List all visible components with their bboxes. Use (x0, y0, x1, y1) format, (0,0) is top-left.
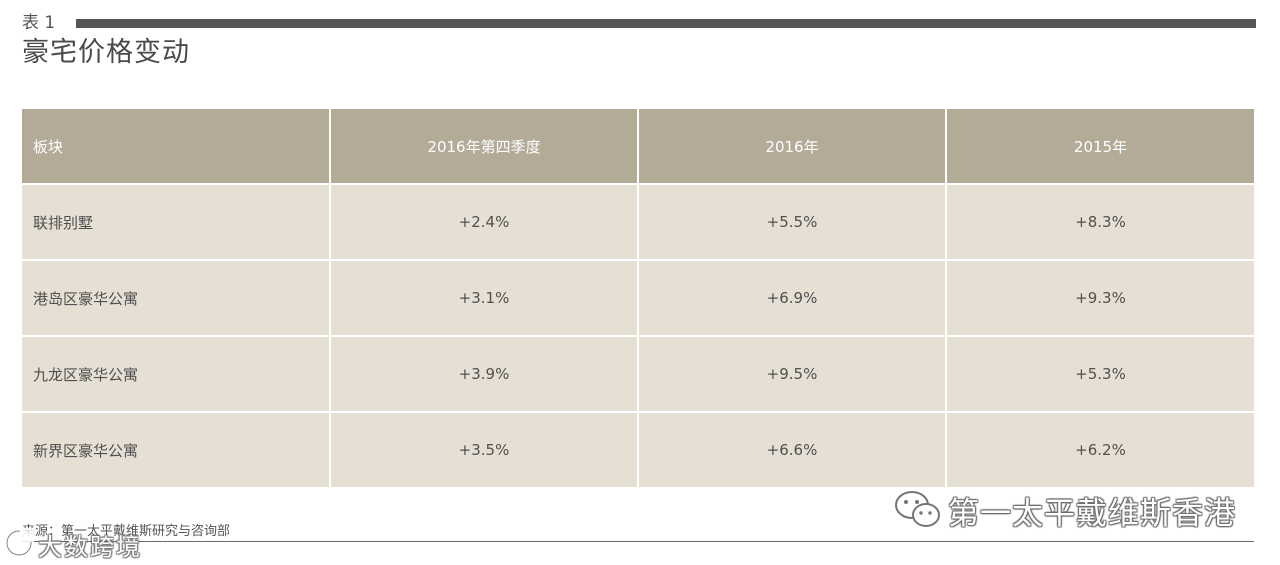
table-cell: +6.2% (946, 412, 1254, 489)
table-cell: +5.5% (638, 184, 947, 261)
bottom-rule (22, 541, 1254, 542)
table-header-row: 板块 2016年第四季度 2016年 2015年 (22, 109, 1254, 185)
table-cell: +3.1% (330, 260, 639, 337)
table-label: 表 1 (22, 13, 56, 33)
watermark-right-text: 第一太平戴维斯香港 (948, 496, 1236, 532)
table-row: 联排别墅 +2.4% +5.5% +8.3% (22, 184, 1254, 261)
table-cell: +6.9% (638, 260, 947, 337)
logo-icon (4, 527, 34, 562)
price-change-table: 板块 2016年第四季度 2016年 2015年 联排别墅 +2.4% +5.5… (22, 109, 1254, 489)
page-title: 豪宅价格变动 (22, 37, 190, 68)
table-cell: +9.5% (638, 336, 947, 413)
table-cell: +5.3% (946, 336, 1254, 413)
table-cell: +9.3% (946, 260, 1254, 337)
table-cell: +2.4% (330, 184, 639, 261)
watermark-left: 大数跨境 (4, 527, 142, 562)
column-header-sector: 板块 (22, 109, 331, 185)
wechat-icon (894, 489, 942, 533)
table-cell: +3.9% (330, 336, 639, 413)
table-row: 新界区豪华公寓 +3.5% +6.6% +6.2% (22, 412, 1254, 489)
table-cell: +6.6% (638, 412, 947, 489)
row-label: 新界区豪华公寓 (22, 412, 331, 489)
table-cell: +8.3% (946, 184, 1254, 261)
column-header-2015: 2015年 (946, 109, 1254, 185)
table-row: 港岛区豪华公寓 +3.1% +6.9% +9.3% (22, 260, 1254, 337)
table-cell: +3.5% (330, 412, 639, 489)
column-header-2016-q4: 2016年第四季度 (330, 109, 639, 185)
row-label: 联排别墅 (22, 184, 331, 261)
row-label: 九龙区豪华公寓 (22, 336, 331, 413)
watermark-left-text: 大数跨境 (38, 533, 142, 561)
title-rule (76, 19, 1256, 28)
row-label: 港岛区豪华公寓 (22, 260, 331, 337)
source-note: 来源：第一太平戴维斯研究与咨询部 (22, 524, 231, 539)
table-row: 九龙区豪华公寓 +3.9% +9.5% +5.3% (22, 336, 1254, 413)
watermark-right: 第一太平戴维斯香港 (894, 488, 1236, 533)
column-header-2016: 2016年 (638, 109, 947, 185)
